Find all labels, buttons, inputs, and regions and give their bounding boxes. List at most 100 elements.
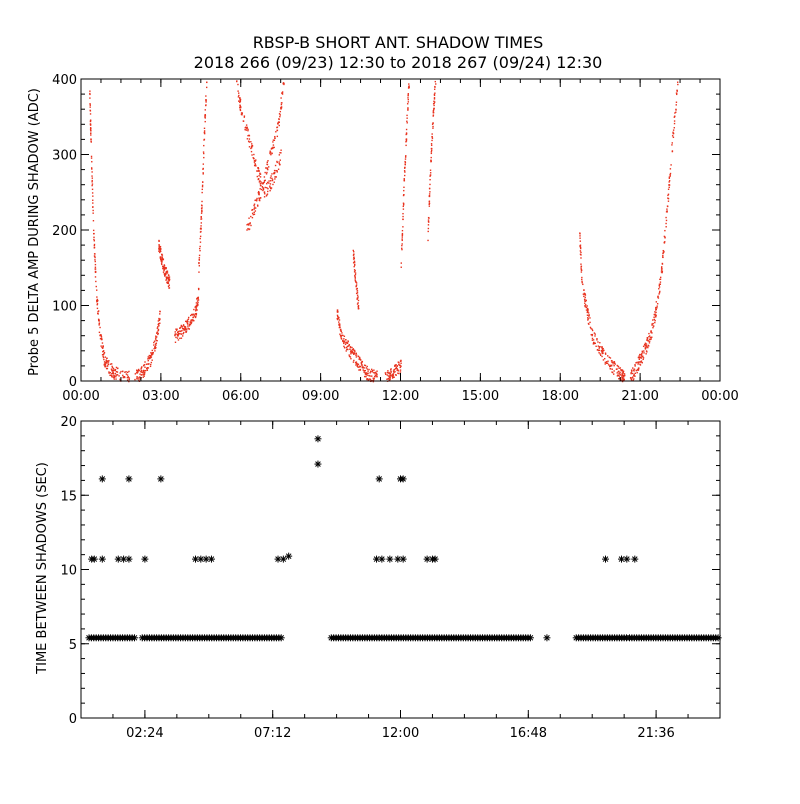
data-point (158, 318, 160, 321)
data-point (273, 181, 275, 183)
data-point (196, 298, 198, 300)
data-point (115, 366, 118, 369)
data-point (106, 365, 109, 367)
data-point (144, 369, 147, 372)
data-point (100, 345, 102, 347)
data-point (158, 325, 160, 327)
data-point (352, 254, 355, 256)
data-point (184, 329, 186, 331)
data-point (403, 186, 405, 188)
data-point (114, 368, 117, 371)
data-point (186, 328, 188, 331)
data-point (633, 368, 636, 370)
data-point (263, 191, 266, 193)
data-point (165, 273, 167, 276)
data-point (646, 336, 649, 339)
data-point (177, 334, 179, 336)
data-point (147, 367, 150, 369)
data-point (185, 330, 188, 333)
data-point (245, 129, 247, 131)
data-point (402, 212, 404, 215)
data-point (178, 330, 180, 333)
data-point (611, 368, 613, 370)
data-point (100, 335, 102, 337)
data-point (161, 263, 163, 266)
data-point (584, 300, 587, 302)
data-point (398, 372, 400, 375)
data-point (276, 169, 278, 172)
data-point (630, 372, 632, 375)
data-point (163, 268, 166, 270)
data-point (632, 367, 634, 369)
data-point (91, 161, 93, 163)
data-point (659, 276, 662, 279)
data-point (580, 271, 583, 273)
data-point (194, 316, 197, 319)
data-point (265, 167, 267, 169)
data-point (374, 373, 376, 375)
data-point (250, 146, 253, 149)
data-point (167, 277, 170, 280)
data-point (343, 342, 345, 345)
data-point (640, 360, 642, 363)
bottom-data-marks (85, 435, 722, 642)
data-point (654, 311, 656, 313)
data-point (598, 347, 600, 349)
data-point (91, 171, 93, 173)
data-point (254, 207, 257, 209)
data-point (648, 332, 650, 335)
data-point (348, 344, 350, 346)
data-point (365, 373, 367, 376)
data-point (432, 103, 435, 105)
y-tick-label: 100 (52, 300, 77, 315)
data-point (398, 362, 400, 364)
data-point (428, 203, 430, 205)
data-point (714, 634, 722, 642)
data-point (621, 372, 623, 375)
data-point (144, 361, 146, 363)
data-point (95, 285, 97, 288)
asterisk-stroke (99, 556, 106, 562)
data-point (433, 107, 435, 110)
data-point (390, 370, 392, 373)
data-point (114, 369, 116, 372)
data-point (675, 108, 677, 111)
data-point (587, 318, 589, 320)
data-point (205, 95, 207, 97)
data-point (636, 361, 638, 364)
data-point (670, 164, 672, 166)
data-point (104, 356, 107, 358)
data-point (362, 369, 364, 371)
data-point (342, 340, 344, 343)
data-point (192, 320, 194, 322)
data-point (402, 215, 404, 218)
data-point (261, 182, 263, 184)
data-point (153, 340, 156, 342)
data-point (621, 379, 623, 381)
data-point (407, 93, 409, 95)
data-point (408, 83, 410, 85)
data-point (178, 333, 180, 335)
data-point (430, 160, 432, 163)
data-point (199, 249, 201, 252)
data-point (264, 171, 266, 174)
data-point (637, 361, 640, 364)
data-point (273, 139, 276, 141)
data-point (168, 280, 170, 282)
data-point (432, 112, 435, 114)
data-point (112, 373, 115, 375)
data-point (95, 280, 97, 283)
data-point (157, 328, 160, 331)
data-point (637, 367, 640, 369)
data-point (633, 373, 635, 376)
data-point (148, 363, 150, 365)
data-point (280, 107, 282, 109)
data-point (142, 374, 145, 376)
data-point (106, 360, 108, 363)
data-point (631, 372, 634, 375)
data-point (358, 366, 360, 368)
data-point (635, 369, 638, 372)
data-point (622, 371, 624, 373)
data-point (369, 372, 371, 374)
data-point (98, 324, 100, 326)
